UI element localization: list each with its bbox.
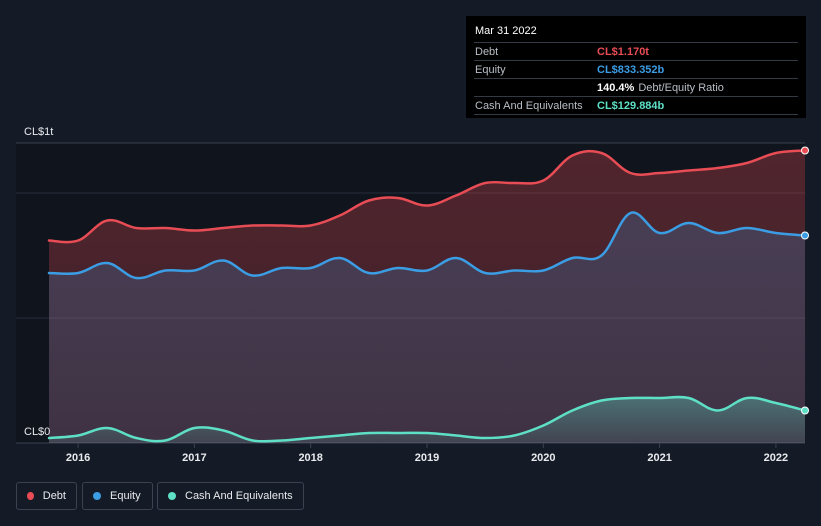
tooltip-debt-label: Debt: [475, 45, 499, 58]
x-axis-ticks: 2016 2017 2018 2019 2020 2021 2022: [66, 443, 788, 464]
equity-line: [47, 211, 807, 280]
cash-area: [49, 397, 805, 443]
legend-item-equity[interactable]: Equity: [82, 482, 153, 510]
tooltip-equity-label: Equity: [475, 63, 506, 76]
tooltip-equity-value: CL$833.352b: [597, 63, 665, 76]
tooltip-date: Mar 31 2022: [475, 25, 537, 37]
legend-cash-label: Cash And Equivalents: [185, 490, 293, 502]
tooltip-row-equity: Equity CL$833.352b: [474, 60, 798, 78]
x-tick-label: 2016: [66, 452, 90, 464]
debt-legend-dot: [27, 492, 34, 500]
debt-line: [47, 149, 807, 244]
legend-item-debt[interactable]: Debt: [16, 482, 77, 510]
tooltip-row-debt: Debt CL$1.170t: [474, 42, 798, 60]
tooltip-cash-label: Cash And Equivalents: [475, 99, 583, 112]
tooltip-bottom-rule: [474, 114, 798, 115]
cash-legend-dot: [168, 492, 176, 500]
cash-end-marker: [801, 406, 809, 415]
y-axis-bottom-label: CL$0: [24, 426, 50, 438]
equity-legend-dot: [93, 492, 101, 500]
x-tick-label: 2017: [182, 452, 206, 464]
equity-area: [49, 212, 805, 443]
tooltip-ratio-suffix: Debt/Equity Ratio: [638, 81, 724, 94]
tooltip-row-ratio: 140.4% Debt/Equity Ratio: [474, 78, 798, 96]
end-markers: [801, 146, 809, 415]
equity-end-marker: [801, 231, 809, 240]
y-axis-top-label: CL$1t: [24, 126, 53, 138]
debt-end-marker: [801, 146, 809, 155]
legend-equity-label: Equity: [110, 490, 141, 502]
x-tick-label: 2018: [298, 452, 322, 464]
tooltip-cash-value: CL$129.884b: [597, 99, 665, 112]
legend-item-cash[interactable]: Cash And Equivalents: [157, 482, 304, 510]
tooltip-row-cash: Cash And Equivalents CL$129.884b: [474, 96, 798, 114]
x-tick-label: 2019: [415, 452, 439, 464]
legend-debt-label: Debt: [42, 490, 66, 502]
x-tick-label: 2020: [531, 452, 555, 464]
tooltip-panel: Mar 31 2022 Debt CL$1.170t Equity CL$833…: [466, 16, 806, 118]
x-tick-label: 2021: [647, 452, 671, 464]
tooltip-ratio-value: 140.4%: [597, 81, 635, 94]
area-fills: [49, 150, 805, 443]
cash-line: [47, 395, 807, 443]
x-tick-label: 2022: [764, 452, 788, 464]
tooltip-debt-value: CL$1.170t: [597, 45, 649, 58]
series-lines: [47, 149, 807, 443]
